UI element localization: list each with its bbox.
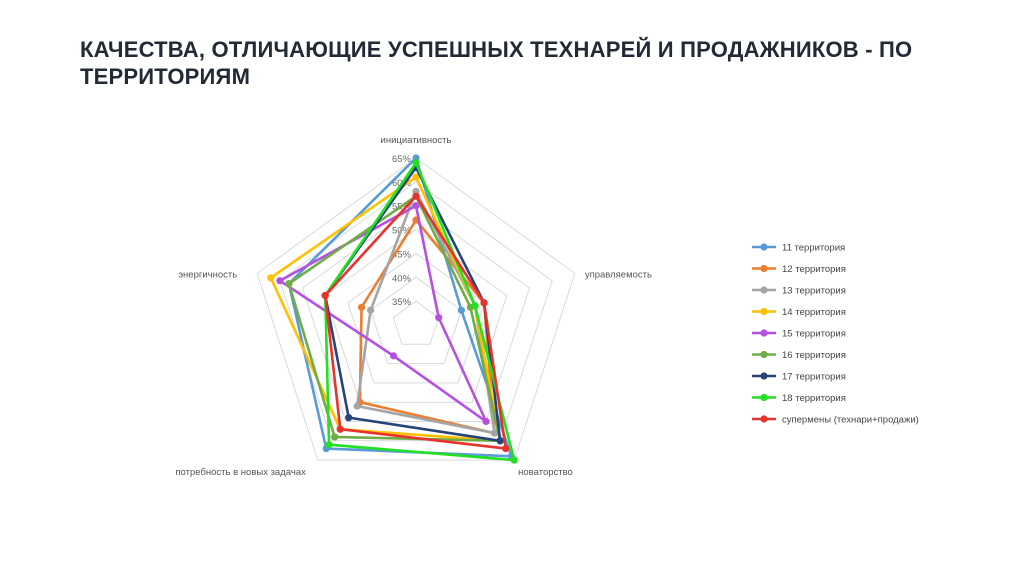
grid-ring (347, 252, 485, 384)
legend-item: 11 территория (752, 243, 845, 254)
series-point (353, 402, 361, 410)
grid-ring (392, 300, 440, 345)
legend-swatch-marker (760, 415, 768, 423)
axis-label: энергичность (178, 269, 237, 280)
axis-label: новаторство (518, 467, 573, 478)
axis-label: управляемость (585, 269, 652, 280)
axis-label: потребность в новых задачах (175, 467, 306, 478)
tick-label: 45% (392, 249, 412, 260)
legend-label: 15 территория (782, 329, 846, 340)
tick-label: 35% (392, 297, 412, 308)
legend-item: 17 территория (752, 372, 846, 383)
axis-label: инициативность (381, 135, 452, 146)
series-point (412, 159, 420, 167)
series-point (331, 433, 339, 441)
series-point (285, 280, 293, 288)
legend-label: 12 территория (782, 264, 846, 275)
series-point (412, 173, 420, 181)
legend-label: супермены (технари+продажи) (782, 415, 919, 426)
series-point (482, 417, 490, 426)
legend-swatch-marker (760, 264, 768, 273)
series-point (412, 202, 420, 210)
series-point (480, 299, 488, 307)
legend-item: 14 территория (752, 307, 846, 318)
series-point (276, 277, 284, 285)
legend-item: супермены (технари+продажи) (752, 415, 919, 426)
data-series (267, 154, 518, 464)
legend-item: 13 территория (752, 286, 846, 297)
radar-grid (256, 157, 576, 461)
axis-labels: инициативность управляемость новаторство по… (175, 135, 652, 478)
series-line (358, 218, 496, 435)
grid-ring (279, 181, 553, 442)
legend-label: 11 территория (782, 243, 845, 254)
series-point (471, 302, 479, 310)
series (276, 202, 490, 426)
grid-ring (324, 228, 508, 403)
legend-swatch-marker (760, 307, 768, 316)
legend-label: 17 территория (782, 372, 846, 383)
grid-ring (301, 205, 531, 423)
series-point (357, 303, 366, 311)
legend-item: 16 территория (752, 350, 846, 361)
series-point (502, 444, 510, 453)
series (321, 192, 510, 453)
series-point (345, 414, 353, 422)
series-point (321, 291, 329, 300)
legend-swatch-marker (760, 329, 768, 337)
legend-item: 15 территория (752, 329, 846, 340)
legend-swatch-marker (760, 372, 768, 380)
series-point (325, 441, 333, 449)
series-line (323, 161, 516, 462)
series-point (435, 314, 443, 322)
series-point (490, 429, 499, 437)
series-point (389, 352, 398, 360)
legend-label: 16 территория (782, 350, 846, 361)
legend-swatch-marker (760, 286, 768, 294)
series-point (336, 425, 344, 433)
series-point (496, 437, 504, 445)
tick-label: 65% (392, 154, 412, 165)
grid-ring (370, 276, 462, 365)
legend: 11 территория 12 территория 13 территория 1… (752, 243, 919, 426)
series-point (267, 274, 275, 282)
series-point (457, 306, 465, 314)
legend-label: 18 территория (782, 393, 846, 404)
legend-label: 13 территория (782, 286, 846, 297)
series-point (412, 192, 420, 200)
series-point (367, 306, 375, 314)
legend-swatch-marker (760, 243, 768, 251)
series-line (323, 194, 508, 450)
slide-title: КАЧЕСТВА, ОТЛИЧАЮЩИЕ УСПЕШНЫХ ТЕХНАРЕЙ И… (80, 37, 913, 89)
legend-label: 14 территория (782, 307, 846, 318)
legend-swatch-marker (760, 393, 768, 402)
legend-item: 12 территория (752, 264, 846, 275)
series-line (278, 204, 488, 423)
series (321, 159, 518, 464)
series-point (510, 456, 518, 464)
legend-item: 18 территория (752, 393, 846, 404)
grid-ring (256, 157, 576, 461)
tick-label: 40% (392, 273, 412, 284)
legend-swatch-marker (760, 350, 768, 359)
